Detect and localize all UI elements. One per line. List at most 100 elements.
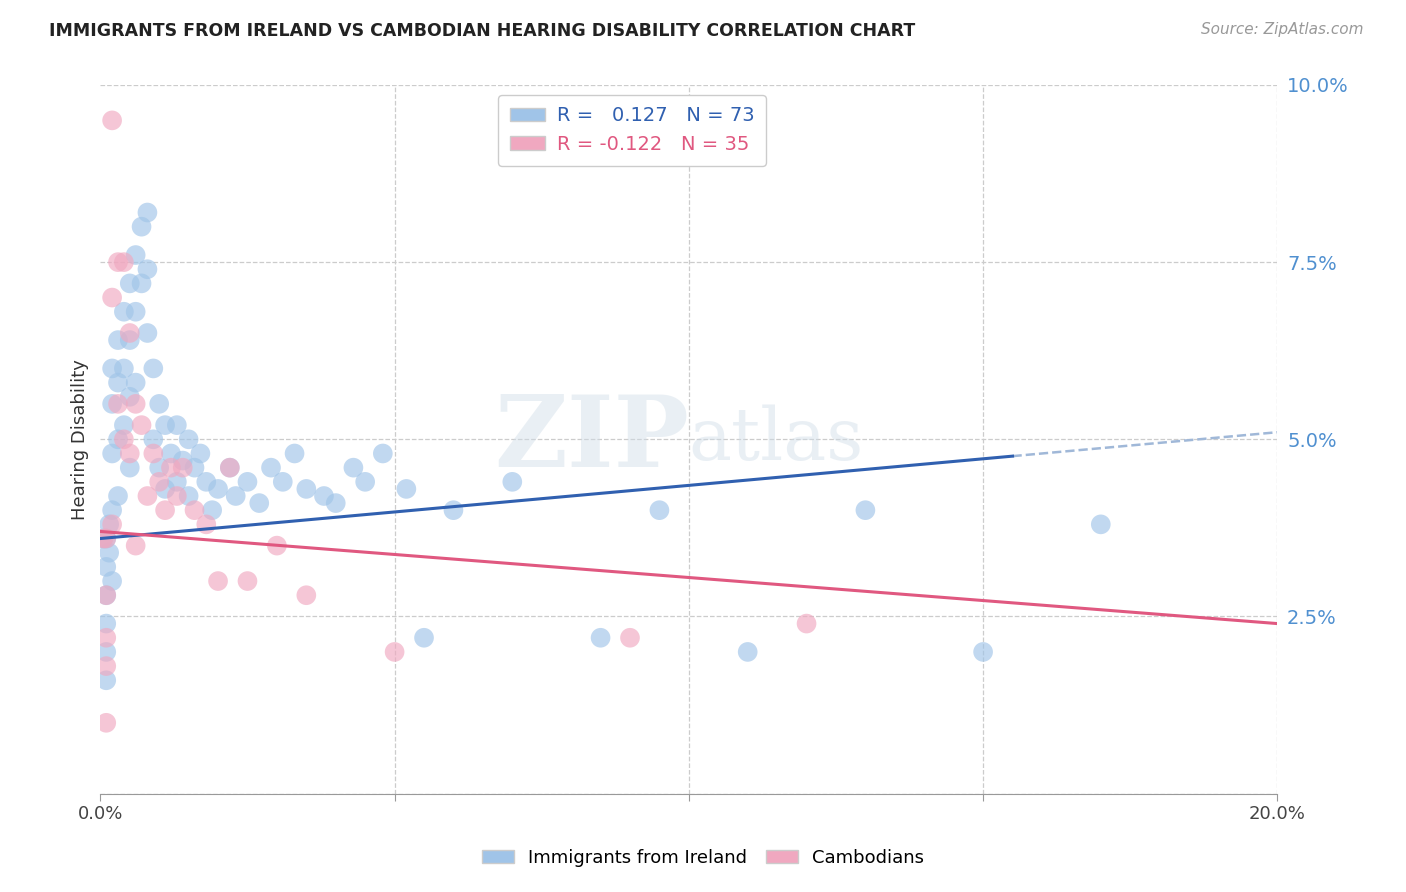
Point [142,361,165,376]
Point [107,333,129,347]
Point [153,503,176,517]
Point [148,475,170,489]
Point [183,503,205,517]
Point [96,588,118,602]
Point [101,517,124,532]
Point [236,475,259,489]
Point [1090,517,1112,532]
Point [96,715,118,730]
Point [118,446,141,460]
Point [131,219,153,234]
Point [371,446,394,460]
Point [124,376,146,390]
Point [190,446,212,460]
Point [96,588,118,602]
Point [96,616,118,631]
Point [619,631,641,645]
Point [413,631,436,645]
Point [737,645,759,659]
Point [972,645,994,659]
Point [98,517,121,532]
Point [98,546,121,560]
Point [142,432,165,446]
Point [101,361,124,376]
Text: IMMIGRANTS FROM IRELAND VS CAMBODIAN HEARING DISABILITY CORRELATION CHART: IMMIGRANTS FROM IRELAND VS CAMBODIAN HEA… [49,22,915,40]
Point [142,446,165,460]
Point [101,574,124,588]
Point [160,446,183,460]
Point [796,616,818,631]
Point [101,113,124,128]
Point [295,482,318,496]
Point [148,397,170,411]
Point [101,503,124,517]
Point [136,326,159,340]
Point [589,631,612,645]
Point [136,205,159,219]
Point [136,489,159,503]
Point [166,489,188,503]
Point [218,460,240,475]
Point [96,560,118,574]
Point [260,460,283,475]
Point [218,460,240,475]
Point [96,631,118,645]
Point [112,418,135,433]
Point [96,532,118,546]
Point [124,539,146,553]
Point [201,503,224,517]
Point [183,460,205,475]
Point [166,418,188,433]
Point [118,326,141,340]
Point [91,532,114,546]
Point [443,503,465,517]
Point [107,397,129,411]
Point [96,645,118,659]
Point [325,496,347,510]
Point [395,482,418,496]
Point [177,432,200,446]
Point [118,333,141,347]
Point [195,475,218,489]
Point [118,390,141,404]
Point [342,460,364,475]
Point [855,503,877,517]
Point [153,482,176,496]
Point [101,291,124,305]
Point [112,361,135,376]
Point [124,248,146,262]
Point [131,277,153,291]
Point [166,475,188,489]
Point [312,489,335,503]
Point [118,460,141,475]
Point [107,255,129,269]
Y-axis label: Hearing Disability: Hearing Disability [72,359,89,520]
Point [124,397,146,411]
Point [101,397,124,411]
Point [177,489,200,503]
Point [91,532,114,546]
Point [118,277,141,291]
Point [96,673,118,688]
Point [295,588,318,602]
Point [648,503,671,517]
Point [136,262,159,277]
Legend: R =   0.127   N = 73, R = -0.122   N = 35: R = 0.127 N = 73, R = -0.122 N = 35 [499,95,766,166]
Point [131,418,153,433]
Point [160,460,183,475]
Text: ZIP: ZIP [494,391,689,488]
Point [236,574,259,588]
Point [96,532,118,546]
Point [107,432,129,446]
Point [247,496,270,510]
Point [101,446,124,460]
Point [172,460,194,475]
Point [283,446,305,460]
Point [124,304,146,318]
Legend: Immigrants from Ireland, Cambodians: Immigrants from Ireland, Cambodians [474,842,932,874]
Point [112,432,135,446]
Point [112,255,135,269]
Point [501,475,523,489]
Point [107,489,129,503]
Point [207,574,229,588]
